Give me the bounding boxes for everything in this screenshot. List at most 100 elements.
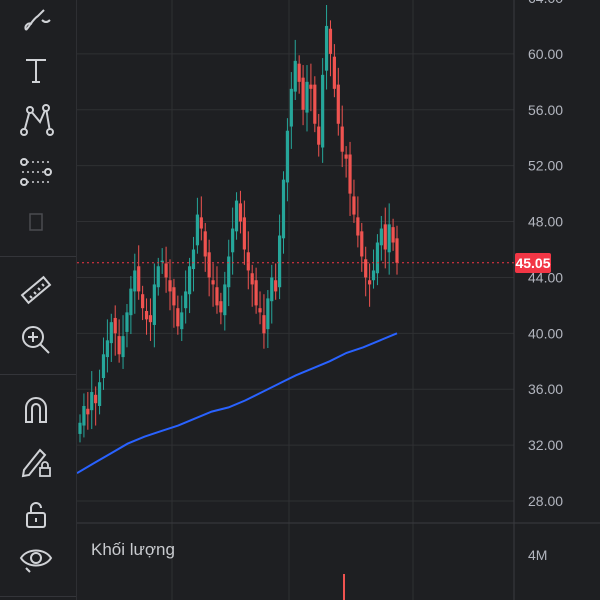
candle-body: [125, 312, 129, 332]
candle: [105, 319, 109, 373]
candle: [160, 248, 164, 274]
candle-body: [195, 214, 200, 246]
prediction-icon: [20, 158, 52, 186]
candle: [203, 222, 207, 272]
candle: [379, 215, 383, 261]
current-price-badge: 45.05: [515, 253, 551, 273]
pattern-tool-button[interactable]: [12, 100, 60, 140]
candle: [152, 263, 156, 348]
candle-body: [242, 217, 246, 250]
candle: [121, 315, 125, 369]
candle: [223, 271, 227, 331]
candle-body: [113, 317, 117, 334]
candle: [207, 239, 211, 297]
candle-body: [219, 301, 223, 313]
candle-body: [187, 266, 192, 295]
candle-body: [266, 298, 270, 330]
candle: [395, 225, 399, 275]
candle: [254, 267, 258, 314]
candle: [281, 171, 286, 254]
candle-body: [281, 179, 286, 239]
candle: [317, 113, 321, 157]
toolbar-divider: [0, 256, 76, 257]
ma-line-path: [77, 332, 398, 474]
candle: [156, 257, 160, 296]
candle-body: [379, 228, 383, 246]
candle: [148, 298, 153, 342]
candle-body: [148, 315, 153, 323]
chart-grid: [77, 0, 600, 600]
candle: [180, 295, 184, 342]
price-chart[interactable]: 64.00 60.00 56.00 52.00 48.00 44.00 40.00 36.00…: [77, 0, 600, 600]
candle: [164, 246, 168, 293]
candle: [113, 305, 117, 356]
brush-tool-button[interactable]: [12, 0, 60, 40]
candle-body: [211, 280, 215, 285]
candle: [199, 196, 203, 241]
candle: [78, 414, 82, 443]
candle-body: [368, 280, 372, 285]
candle-body: [371, 270, 376, 281]
candle-body: [90, 392, 94, 411]
candle: [364, 246, 368, 297]
text-tool-button[interactable]: [12, 50, 60, 90]
pattern-icon: [20, 104, 54, 136]
zoom-in-icon: [22, 326, 50, 354]
candle: [305, 65, 309, 132]
candle: [387, 203, 391, 275]
rectangle-tool-button[interactable]: [12, 202, 60, 242]
moving-average-line: [77, 332, 398, 474]
candle: [187, 257, 192, 314]
candle-body: [129, 288, 133, 316]
text-icon: [26, 59, 46, 83]
volume-axis-tick-label: 4M: [528, 547, 547, 563]
candle: [309, 63, 313, 112]
candle-body: [356, 217, 360, 236]
eye-icon: [19, 549, 53, 573]
candle: [274, 263, 278, 300]
candle-body: [328, 28, 333, 54]
candle: [125, 303, 129, 348]
candle-body: [82, 405, 86, 426]
toolbar-divider: [0, 596, 76, 597]
candle: [285, 118, 290, 202]
zoom-tool-button[interactable]: [12, 320, 60, 360]
magnet-tool-button[interactable]: [12, 390, 60, 430]
candle: [97, 369, 102, 415]
candle: [328, 20, 333, 77]
candle: [129, 276, 133, 335]
candle: [141, 285, 145, 321]
candle-body: [223, 284, 227, 316]
candle-body: [234, 200, 239, 232]
price-axis: 64.00 60.00 56.00 52.00 48.00 44.00 40.00 36.00…: [528, 0, 563, 563]
candle-body: [121, 336, 125, 358]
candle: [293, 39, 297, 100]
ruler-tool-button[interactable]: [12, 270, 60, 310]
candle: [391, 218, 395, 251]
candle: [277, 214, 282, 300]
candle-body: [172, 287, 176, 306]
candle-body: [336, 84, 340, 124]
candle-body: [289, 88, 293, 127]
candle: [184, 270, 188, 324]
y-axis-tick-label: 36.00: [528, 381, 563, 397]
candle: [262, 294, 266, 349]
candle-body: [86, 408, 90, 415]
visibility-tool-button[interactable]: [12, 538, 60, 578]
unlock-tool-button[interactable]: [12, 494, 60, 534]
candle: [332, 44, 336, 98]
candle: [348, 141, 352, 216]
candle: [242, 200, 246, 265]
candle: [133, 253, 137, 314]
candle: [371, 249, 376, 289]
candle-body: [141, 294, 145, 309]
candle-body: [293, 60, 297, 92]
unlock-icon: [26, 502, 46, 528]
candle-body: [227, 256, 231, 288]
prediction-tool-button[interactable]: [12, 152, 60, 192]
candle: [176, 295, 180, 335]
candle: [211, 263, 215, 307]
lock-drawing-tool-button[interactable]: [12, 442, 60, 482]
candle-body: [309, 84, 313, 89]
candle-body: [176, 308, 180, 327]
